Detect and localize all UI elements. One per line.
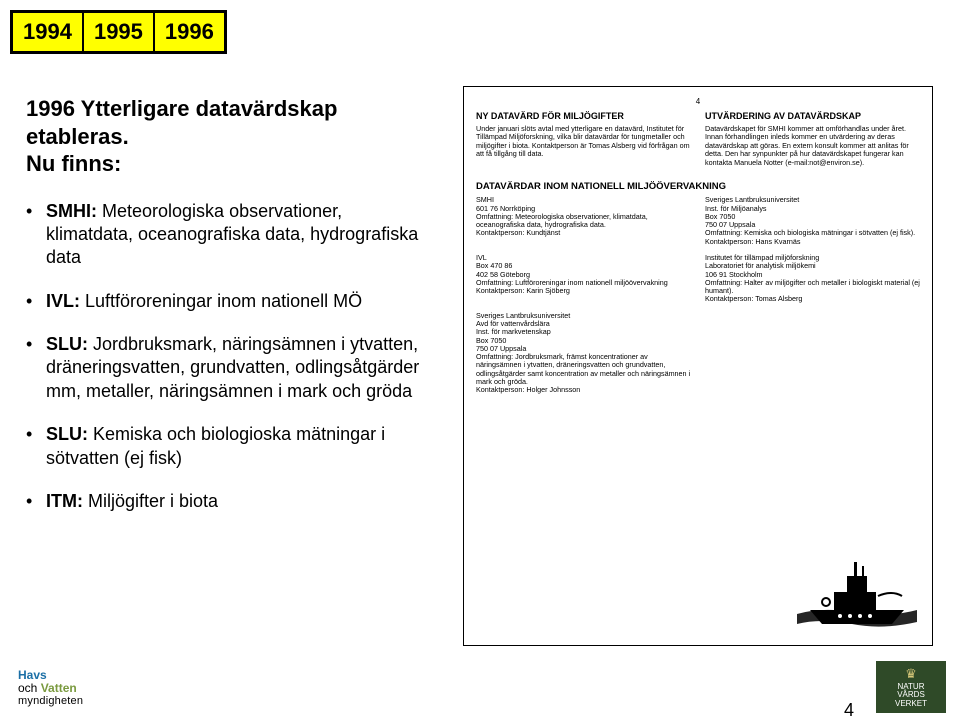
logo-line: och Vatten [18, 682, 83, 695]
slide-title: 1996 Ytterligare datavärdskap etableras.… [26, 95, 434, 178]
scan-block-row: SMHI 601 76 Norrköping Omfattning: Meteo… [476, 196, 920, 254]
scan-org-text: Institutet för tillämpad miljöforskning … [705, 254, 920, 304]
bullet-text: Meteorologiska observationer, klimatdata… [46, 201, 418, 268]
scan-org-text: IVL Box 470 86 402 58 Göteborg Omfattnin… [476, 254, 691, 295]
scan-block-row: Sveriges Lantbruksuniversitet Avd för va… [476, 312, 920, 403]
bullet-prefix: SMHI: [46, 201, 97, 221]
logo-box: ♛ NATUR VÅRDS VERKET [876, 661, 946, 713]
bullet-list: SMHI: Meteorologiska observationer, klim… [26, 200, 434, 514]
logo-part: Vatten [41, 681, 77, 695]
logo-line: VERKET [880, 700, 942, 709]
bullet-item: IVL: Luftföroreningar inom nationell MÖ [26, 290, 434, 313]
year-tab: 1994 [13, 13, 84, 51]
scan-block-row: IVL Box 470 86 402 58 Göteborg Omfattnin… [476, 254, 920, 312]
subtitle-line: Nu finns: [26, 151, 121, 176]
bullet-prefix: SLU: [46, 334, 88, 354]
scan-paragraph: Under januari slöts avtal med ytterligar… [476, 125, 691, 159]
scanned-document: 4 NY DATAVÄRD FÖR MILJÖGIFTER Under janu… [463, 86, 933, 646]
scan-col-left: NY DATAVÄRD FÖR MILJÖGIFTER Under januar… [476, 112, 691, 173]
title-line: 1996 Ytterligare datavärdskap etableras. [26, 96, 337, 149]
year-tabs: 1994 1995 1996 [10, 10, 227, 54]
bullet-prefix: ITM: [46, 491, 83, 511]
scan-org-text: Sveriges Lantbruksuniversitet Inst. för … [705, 196, 920, 246]
logo-naturvardsverket: ♛ NATUR VÅRDS VERKET [876, 661, 946, 713]
bullet-item: ITM: Miljögifter i biota [26, 490, 434, 513]
page-number: 4 [844, 700, 854, 721]
logo-havs-och-vatten: Havs och Vatten myndigheten [18, 669, 83, 707]
bullet-prefix: IVL: [46, 291, 80, 311]
crown-icon: ♛ [880, 667, 942, 681]
scan-org-block: SMHI 601 76 Norrköping Omfattning: Meteo… [476, 196, 691, 246]
scan-col-right: UTVÄRDERING AV DATAVÄRDSKAP Datavärdskap… [705, 112, 920, 173]
scan-org-text: SMHI 601 76 Norrköping Omfattning: Meteo… [476, 196, 691, 237]
bullet-text: Jordbruksmark, näringsämnen i ytvatten, … [46, 334, 419, 401]
bullet-item: SMHI: Meteorologiska observationer, klim… [26, 200, 434, 270]
boat-icon [792, 552, 922, 637]
scan-org-block: Sveriges Lantbruksuniversitet Avd för va… [476, 312, 691, 395]
bullet-prefix: SLU: [46, 424, 88, 444]
scan-org-block: IVL Box 470 86 402 58 Göteborg Omfattnin… [476, 254, 691, 304]
year-tab: 1996 [155, 13, 224, 51]
bullet-item: SLU: Kemiska och biologioska mätningar i… [26, 423, 434, 470]
boat-illustration [792, 552, 922, 637]
left-text-panel: 1996 Ytterligare datavärdskap etableras.… [26, 95, 434, 533]
bullet-text: Miljögifter i biota [83, 491, 218, 511]
scan-org-text: Sveriges Lantbruksuniversitet Avd för va… [476, 312, 691, 395]
scan-org-block [705, 312, 920, 395]
scan-org-block: Institutet för tillämpad miljöforskning … [705, 254, 920, 304]
bullet-text: Luftföroreningar inom nationell MÖ [80, 291, 362, 311]
year-tab: 1995 [84, 13, 155, 51]
scan-page-number: 4 [476, 97, 920, 106]
scan-paragraph: Datavärdskapet för SMHI kommer att omför… [705, 125, 920, 167]
logo-line: myndigheten [18, 695, 83, 707]
bullet-text: Kemiska och biologioska mätningar i sötv… [46, 424, 385, 467]
scan-top-columns: NY DATAVÄRD FÖR MILJÖGIFTER Under januar… [476, 112, 920, 173]
scan-section-heading: DATAVÄRDAR INOM NATIONELL MILJÖÖVERVAKNI… [476, 181, 920, 192]
scan-heading: UTVÄRDERING AV DATAVÄRDSKAP [705, 112, 920, 122]
scan-heading: NY DATAVÄRD FÖR MILJÖGIFTER [476, 112, 691, 122]
logo-part: och [18, 681, 37, 695]
scan-org-block: Sveriges Lantbruksuniversitet Inst. för … [705, 196, 920, 246]
bullet-item: SLU: Jordbruksmark, näringsämnen i ytvat… [26, 333, 434, 403]
